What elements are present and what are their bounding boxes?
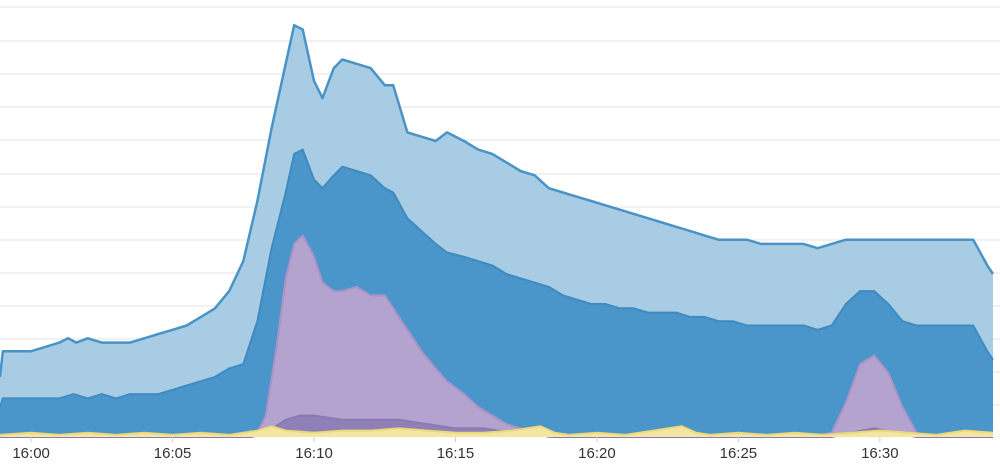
x-tick-label: 16:20 xyxy=(578,445,616,462)
x-tick-label: 16:00 xyxy=(12,445,50,462)
series-4-area xyxy=(0,426,993,437)
x-tick-label: 16:05 xyxy=(154,445,192,462)
x-tick-label: 16:25 xyxy=(720,445,758,462)
series-0-line xyxy=(0,23,995,378)
x-tick-label: 16:15 xyxy=(437,445,475,462)
x-axis: 16:00 16:05 16:10 16:15 16:20 16:25 16:30 xyxy=(12,437,899,462)
series-2-area xyxy=(0,235,993,437)
series-areas xyxy=(0,23,995,438)
x-tick-label: 16:30 xyxy=(861,445,899,462)
series-4-line xyxy=(0,425,994,436)
x-tick-label: 16:10 xyxy=(295,445,333,462)
series-1-line xyxy=(0,148,994,408)
series-3-line xyxy=(0,414,993,438)
series-2-line xyxy=(0,234,993,438)
series-1-area xyxy=(0,149,993,437)
